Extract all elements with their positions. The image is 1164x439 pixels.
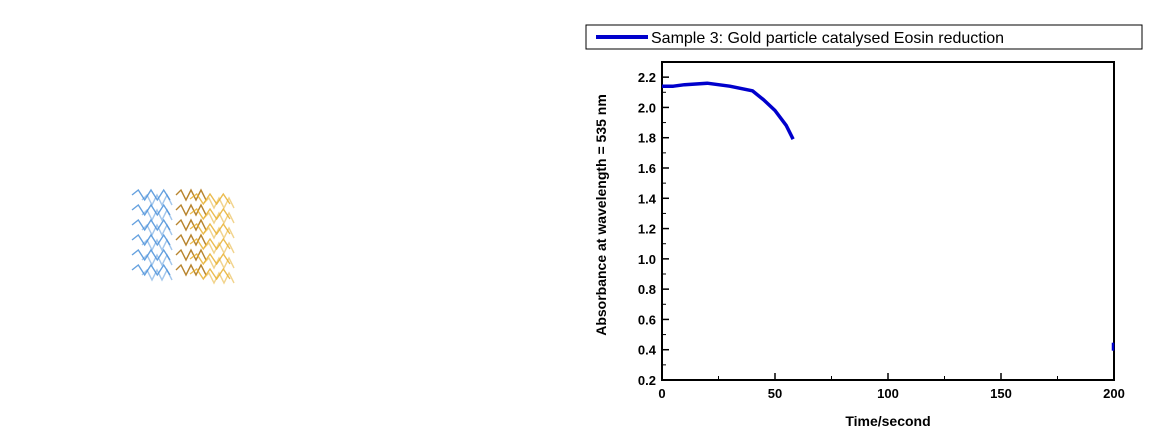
x-tick-label: 200 bbox=[1103, 386, 1125, 401]
wave-stroke bbox=[189, 192, 231, 206]
wave-stroke bbox=[131, 263, 171, 277]
x-tick-label: 100 bbox=[877, 386, 899, 401]
x-axis-title: Time/second bbox=[845, 413, 930, 429]
x-tick-label: 50 bbox=[768, 386, 782, 401]
y-tick-label: 1.0 bbox=[638, 252, 656, 267]
legend-box bbox=[585, 24, 1143, 50]
wave-stroke bbox=[203, 241, 235, 255]
wave-stroke bbox=[141, 223, 173, 237]
wave-stroke bbox=[175, 263, 207, 277]
x-tick-label: 150 bbox=[990, 386, 1012, 401]
y-tick-label: 1.4 bbox=[638, 191, 657, 206]
y-tick-label: 0.2 bbox=[638, 373, 656, 388]
wave-stroke bbox=[141, 238, 173, 252]
wave-stroke bbox=[189, 267, 231, 281]
wave-stroke bbox=[189, 237, 231, 251]
x-axis: 0 50 100 150 200 bbox=[658, 373, 1125, 401]
wave-stroke bbox=[175, 203, 207, 217]
wave-stroke bbox=[189, 207, 231, 221]
y-tick-label: 2.2 bbox=[638, 70, 656, 85]
wave-stroke bbox=[189, 252, 231, 266]
wave-stroke bbox=[141, 268, 173, 282]
wave-stroke bbox=[141, 193, 173, 207]
legend-series-label: Sample 3: Gold particle catalysed Eosin … bbox=[651, 30, 1004, 47]
y-tick-label: 0.8 bbox=[638, 282, 656, 297]
y-axis-title: Absorbance at wavelength = 535 nm bbox=[593, 94, 609, 336]
wave-stroke bbox=[141, 208, 173, 222]
wave-stroke bbox=[175, 248, 207, 262]
legend: Sample 3: Gold particle catalysed Eosin … bbox=[585, 24, 1143, 50]
y-tick-label: 1.6 bbox=[638, 161, 656, 176]
wave-stroke bbox=[203, 271, 235, 285]
wave-stroke bbox=[203, 196, 235, 210]
wave-stroke bbox=[131, 203, 171, 217]
x-tick-label: 0 bbox=[658, 386, 665, 401]
series-layer bbox=[662, 81, 1115, 351]
y-tick-label: 1.8 bbox=[638, 131, 656, 146]
y-tick-label: 0.4 bbox=[638, 343, 657, 358]
wave-stroke bbox=[131, 233, 171, 247]
y-axis: 0.2 0.4 0.6 0.8 1.0 1.2 1.4 1.6 1.8 2.0 2.2 bbox=[638, 70, 669, 388]
wave-stroke bbox=[203, 256, 235, 270]
y-tick-label: 1.2 bbox=[638, 222, 656, 237]
wave-stroke bbox=[203, 211, 235, 225]
y-tick-label: 0.6 bbox=[638, 312, 656, 327]
wave-stroke bbox=[189, 222, 231, 236]
wave-stroke bbox=[131, 248, 171, 262]
wave-stroke bbox=[203, 226, 235, 240]
wave-stroke bbox=[131, 218, 171, 232]
wave-stroke bbox=[131, 188, 171, 202]
plot-frame bbox=[661, 61, 1115, 381]
molecular-wave-pattern-icon bbox=[131, 188, 235, 285]
series-line bbox=[662, 81, 795, 140]
y-tick-label: 2.0 bbox=[638, 100, 656, 115]
wave-stroke bbox=[141, 253, 173, 267]
wave-stroke bbox=[175, 218, 207, 232]
wave-stroke bbox=[175, 188, 207, 202]
wave-stroke bbox=[175, 233, 207, 247]
